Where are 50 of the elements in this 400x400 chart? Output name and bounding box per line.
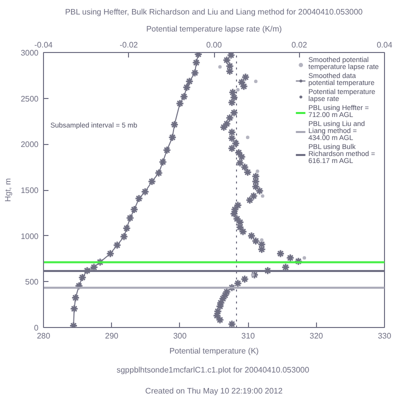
y-tick-label: 2000: [20, 140, 40, 150]
text: Created on Thu May 10 22:19:00 2012: [145, 386, 284, 396]
chart-title: PBL using Heffter, Bulk Richardson and Liu and Liang method for 20040410.053000: [65, 8, 364, 16]
x2-tick-label: -0.04: [34, 40, 54, 50]
point: [192, 58, 201, 67]
point: [96, 258, 104, 266]
point: [74, 282, 84, 290]
y-tick-label: 1500: [20, 186, 40, 195]
x2-tick-label: 0.00: [206, 40, 222, 50]
point: [126, 214, 134, 222]
x-tick-label: 290: [105, 332, 119, 340]
point: [170, 120, 179, 129]
y-tick-label: 2500: [20, 94, 40, 104]
text: sgppblhtsonde1mcfarlC1.c1.plot for 20040410.053000: [116, 366, 310, 374]
point: [154, 168, 164, 178]
y-axis-title: Hgt, m: [4, 178, 13, 202]
point: [176, 99, 184, 108]
x2-tick-label: -0.02: [120, 40, 138, 50]
point: [122, 224, 131, 232]
point: [140, 187, 150, 196]
x-axis-title: Potential temperature (K): [169, 346, 260, 356]
point: [82, 266, 92, 275]
point: [180, 92, 188, 101]
point: [112, 240, 122, 250]
x-tick-label: 280: [36, 332, 51, 340]
y-tick-label: 1000: [20, 232, 40, 241]
x2-tick-label: 0.04: [376, 40, 393, 50]
point: [120, 232, 128, 241]
point: [162, 146, 172, 154]
point: [78, 273, 87, 282]
x-tick-label: 300: [173, 332, 188, 340]
point: [71, 294, 80, 302]
point: [70, 304, 78, 314]
point: [190, 68, 200, 78]
x-tick-label: 330: [378, 332, 392, 340]
x2-axis-title: Potential temperature lapse rate (K/m): [146, 24, 282, 34]
point: [168, 133, 177, 142]
point: [182, 83, 191, 92]
x-tick-label: 320: [310, 332, 324, 340]
point: [130, 205, 138, 214]
y-tick-label: 0: [34, 324, 40, 332]
point: [158, 158, 168, 166]
y-tick-label: 500: [25, 278, 40, 287]
x-tick-label: 310: [241, 332, 256, 340]
x2-tick-label: 0.02: [291, 40, 308, 50]
point: [185, 77, 194, 86]
point: [106, 249, 115, 258]
point: [134, 194, 144, 203]
point: [148, 177, 156, 186]
y-tick-label: 3000: [20, 48, 40, 58]
